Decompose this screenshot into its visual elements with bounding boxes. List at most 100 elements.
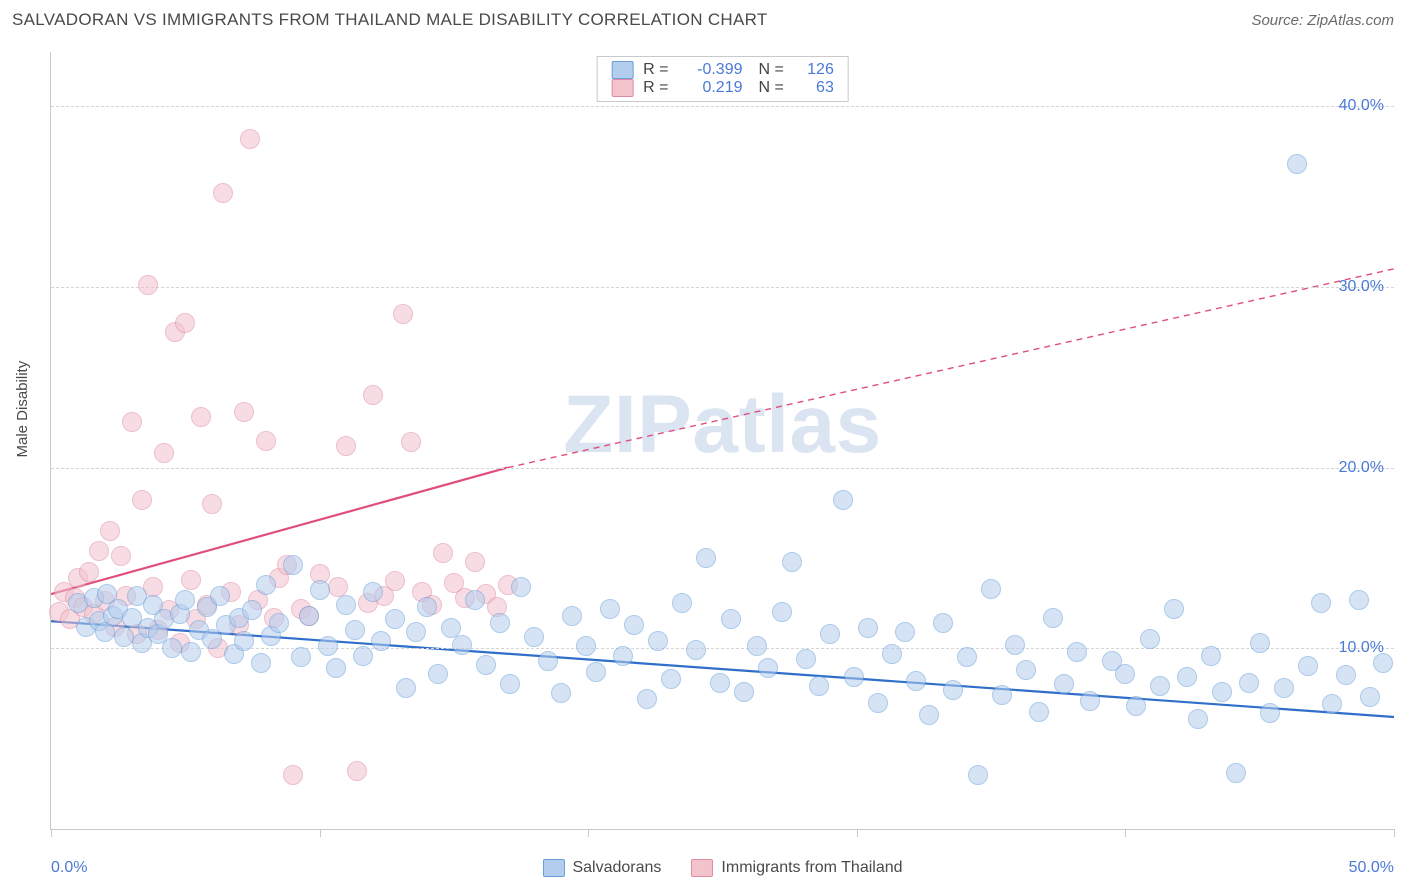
scatter-point <box>251 653 271 673</box>
scatter-point <box>833 490 853 510</box>
scatter-point <box>132 490 152 510</box>
scatter-point <box>363 582 383 602</box>
r-value: 0.219 <box>679 79 743 97</box>
scatter-point <box>734 682 754 702</box>
scatter-point <box>114 627 134 647</box>
scatter-point <box>1349 590 1369 610</box>
scatter-point <box>858 618 878 638</box>
scatter-point <box>1177 667 1197 687</box>
n-value: 126 <box>794 61 834 79</box>
scatter-point <box>672 593 692 613</box>
scatter-point <box>1140 629 1160 649</box>
series-legend: Salvadorans Immigrants from Thailand <box>542 859 902 877</box>
scatter-point <box>758 658 778 678</box>
scatter-point <box>79 562 99 582</box>
scatter-point <box>433 543 453 563</box>
scatter-point <box>100 521 120 541</box>
scatter-point <box>396 678 416 698</box>
scatter-point <box>318 636 338 656</box>
scatter-point <box>600 599 620 619</box>
scatter-point <box>1029 702 1049 722</box>
scatter-point <box>191 407 211 427</box>
scatter-point <box>138 275 158 295</box>
scatter-point <box>181 570 201 590</box>
scatter-point <box>242 600 262 620</box>
x-tick <box>588 829 589 837</box>
scatter-point <box>465 552 485 572</box>
scatter-point <box>202 494 222 514</box>
r-value: -0.399 <box>679 61 743 79</box>
scatter-point <box>401 432 421 452</box>
gridline <box>51 468 1394 469</box>
scatter-point <box>524 627 544 647</box>
scatter-point <box>1336 665 1356 685</box>
legend-swatch <box>611 79 633 97</box>
scatter-point <box>89 541 109 561</box>
scatter-point <box>1311 593 1331 613</box>
scatter-point <box>820 624 840 644</box>
scatter-point <box>328 577 348 597</box>
x-tick-label: 50.0% <box>1349 859 1394 877</box>
scatter-point <box>490 613 510 633</box>
scatter-point <box>428 664 448 684</box>
scatter-point <box>1005 635 1025 655</box>
x-tick <box>51 829 52 837</box>
legend-swatch <box>691 859 713 877</box>
x-tick <box>1394 829 1395 837</box>
scatter-point <box>992 685 1012 705</box>
x-tick <box>857 829 858 837</box>
header: SALVADORAN VS IMMIGRANTS FROM THAILAND M… <box>0 0 1406 36</box>
scatter-point <box>500 674 520 694</box>
scatter-point <box>895 622 915 642</box>
legend-item: Immigrants from Thailand <box>691 859 902 877</box>
scatter-point <box>175 313 195 333</box>
scatter-point <box>299 606 319 626</box>
scatter-point <box>240 129 260 149</box>
scatter-point <box>1298 656 1318 676</box>
scatter-point <box>844 667 864 687</box>
scatter-point <box>943 680 963 700</box>
scatter-point <box>122 412 142 432</box>
scatter-point <box>661 669 681 689</box>
scatter-point <box>696 548 716 568</box>
scatter-point <box>882 644 902 664</box>
gridline <box>51 106 1394 107</box>
scatter-point <box>371 631 391 651</box>
scatter-point <box>310 580 330 600</box>
scatter-point <box>1322 694 1342 714</box>
scatter-point <box>111 546 131 566</box>
n-value: 63 <box>794 79 834 97</box>
scatter-point <box>511 577 531 597</box>
legend-item: Salvadorans <box>542 859 661 877</box>
scatter-point <box>1287 154 1307 174</box>
scatter-point <box>968 765 988 785</box>
scatter-point <box>637 689 657 709</box>
scatter-point <box>551 683 571 703</box>
scatter-point <box>1260 703 1280 723</box>
legend-swatch <box>542 859 564 877</box>
scatter-point <box>283 555 303 575</box>
scatter-point <box>1080 691 1100 711</box>
scatter-point <box>933 613 953 633</box>
y-axis-label: Male Disability <box>14 361 31 458</box>
x-tick-label: 0.0% <box>51 859 87 877</box>
scatter-point <box>1250 633 1270 653</box>
scatter-point <box>957 647 977 667</box>
scatter-point <box>1274 678 1294 698</box>
scatter-point <box>772 602 792 622</box>
scatter-point <box>336 436 356 456</box>
scatter-point <box>747 636 767 656</box>
scatter-point <box>353 646 373 666</box>
scatter-point <box>336 595 356 615</box>
scatter-point <box>283 765 303 785</box>
y-tick-label: 30.0% <box>1339 278 1384 296</box>
scatter-point <box>393 304 413 324</box>
scatter-point <box>1054 674 1074 694</box>
scatter-point <box>1126 696 1146 716</box>
scatter-point <box>1226 763 1246 783</box>
scatter-point <box>347 761 367 781</box>
scatter-point <box>256 431 276 451</box>
scatter-point <box>1067 642 1087 662</box>
plot-area: ZIPatlas R =-0.399N =126R =0.219N =63 Sa… <box>50 52 1394 830</box>
scatter-point <box>175 590 195 610</box>
